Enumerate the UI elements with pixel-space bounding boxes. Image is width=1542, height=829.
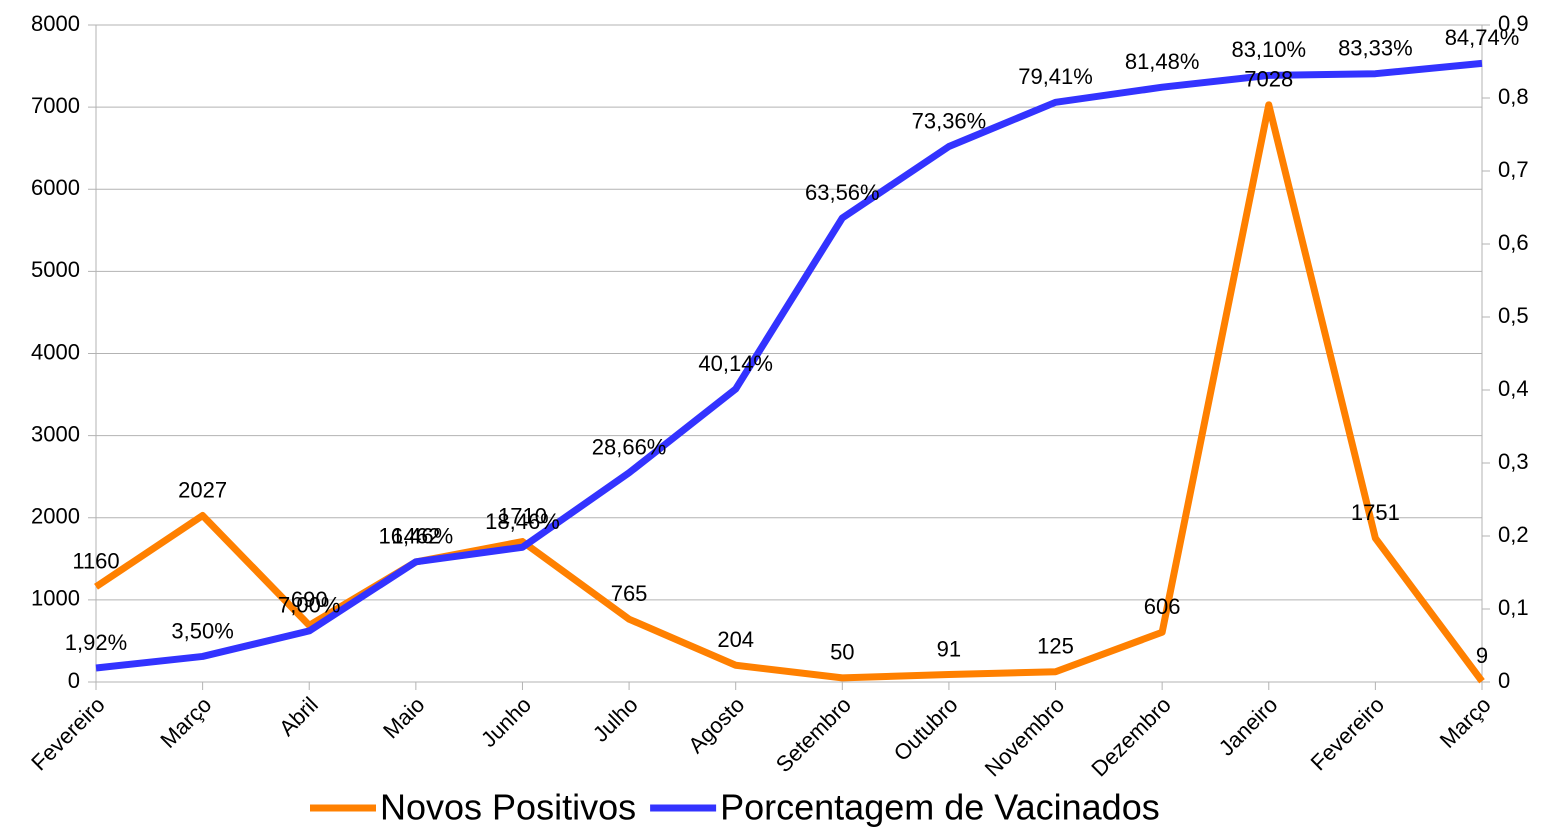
data-label: 765 <box>611 581 648 606</box>
y2-tick-label: 0,3 <box>1498 449 1529 474</box>
y-tick-label: 3000 <box>31 421 80 446</box>
data-label: 28,66% <box>592 435 667 460</box>
y2-tick-label: 0,2 <box>1498 522 1529 547</box>
y-tick-label: 6000 <box>31 175 80 200</box>
y2-tick-label: 0,8 <box>1498 84 1529 109</box>
data-label: 125 <box>1037 634 1074 659</box>
data-label: 9 <box>1476 643 1488 668</box>
data-label: 7028 <box>1244 67 1293 92</box>
data-label: 83,33% <box>1338 36 1413 61</box>
y2-tick-label: 0,4 <box>1498 376 1529 401</box>
data-label: 204 <box>717 627 754 652</box>
data-label: 81,48% <box>1125 49 1200 74</box>
y-tick-label: 0 <box>68 668 80 693</box>
x-tick-label: Março <box>155 692 216 753</box>
data-label: 16,46% <box>379 524 454 549</box>
x-tick-label: Julho <box>588 692 643 747</box>
x-tick-label: Janeiro <box>1214 692 1283 761</box>
y-tick-label: 8000 <box>31 11 80 36</box>
data-label: 91 <box>937 636 961 661</box>
y-tick-label: 4000 <box>31 339 80 364</box>
data-label: 7,00% <box>278 593 340 618</box>
x-tick-label: Outubro <box>889 692 963 766</box>
y2-tick-label: 0,9 <box>1498 11 1529 36</box>
data-label: 73,36% <box>912 108 987 133</box>
series-line <box>95 59 1483 672</box>
y2-tick-label: 0,6 <box>1498 230 1529 255</box>
x-tick-label: Abril <box>274 692 323 741</box>
data-label: 84,74% <box>1445 25 1520 50</box>
data-label: 2027 <box>178 477 227 502</box>
data-label: 3,50% <box>171 618 233 643</box>
x-tick-label: Maio <box>378 692 429 743</box>
x-tick-label: Fevereiro <box>1306 692 1389 775</box>
data-label: 83,10% <box>1231 37 1306 62</box>
y-tick-label: 7000 <box>31 93 80 118</box>
data-label: 690 <box>291 587 328 612</box>
legend: Novos Positivos Porcentagem de Vacinados <box>310 787 1160 828</box>
y2-tick-label: 0 <box>1498 668 1510 693</box>
x-tick-label: Junho <box>476 692 536 752</box>
data-label: 40,14% <box>698 351 773 376</box>
y2-tick-label: 0,1 <box>1498 595 1529 620</box>
x-tick-label: Fevereiro <box>26 692 109 775</box>
series-line <box>94 101 1485 684</box>
data-label: 50 <box>830 640 854 665</box>
x-tick-label: Março <box>1435 692 1496 753</box>
y-tick-label: 5000 <box>31 257 80 282</box>
data-label: 606 <box>1144 594 1181 619</box>
x-tick-label: Setembro <box>771 692 856 777</box>
y2-tick-label: 0,7 <box>1498 157 1529 182</box>
x-tick-label: Novembro <box>980 692 1069 781</box>
data-label: 1710 <box>498 503 547 528</box>
legend-label: Novos Positivos <box>380 787 636 828</box>
y2-tick-label: 0,5 <box>1498 303 1529 328</box>
y-tick-label: 1000 <box>31 586 80 611</box>
x-tick-label: Dezembro <box>1086 692 1175 781</box>
data-label: 79,41% <box>1018 64 1093 89</box>
legend-label: Porcentagem de Vacinados <box>720 787 1160 828</box>
y-tick-label: 2000 <box>31 504 80 529</box>
data-label: 1751 <box>1351 500 1400 525</box>
data-label: 63,56% <box>805 180 880 205</box>
data-label: 1,92% <box>65 630 127 655</box>
data-label: 1462 <box>391 524 440 549</box>
data-label: 18,46% <box>485 509 560 534</box>
x-tick-label: Agosto <box>683 692 749 758</box>
data-label: 1160 <box>72 549 119 574</box>
